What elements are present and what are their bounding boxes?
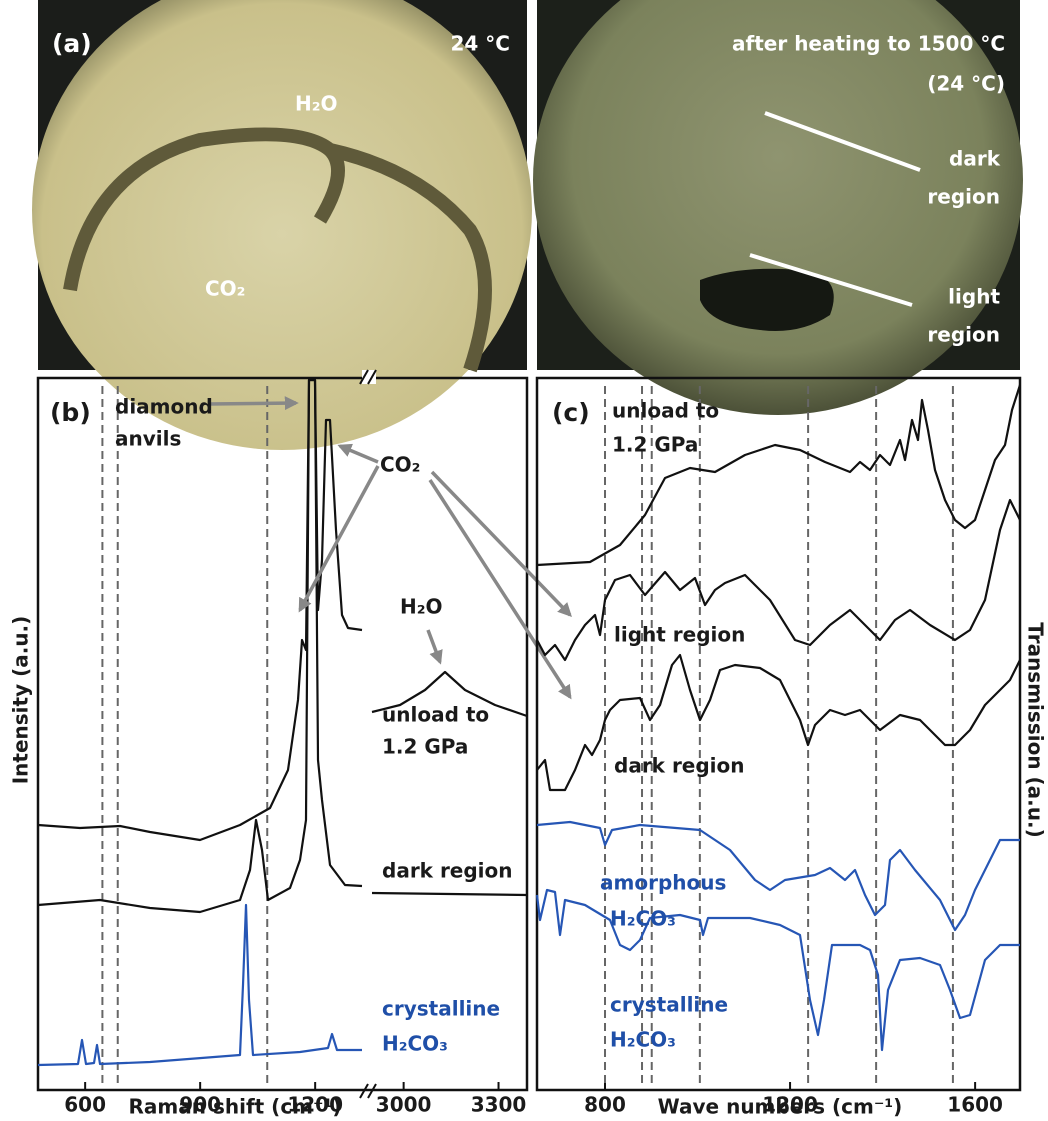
annotation: amorphous [600, 871, 726, 895]
spectrum [536, 653, 1021, 792]
x-tick-label: 1600 [947, 1093, 1003, 1117]
spectrum [536, 384, 1022, 567]
annotation: H₂CO₃ [610, 1028, 676, 1052]
frame [535, 376, 1022, 1092]
temperature: 24 °C [451, 32, 510, 56]
annotation: CO₂ [380, 453, 420, 477]
panel-c: 800 1200 1600 [584, 386, 1003, 1117]
arrow [207, 396, 299, 411]
annotation: H₂CO₃ [610, 907, 676, 931]
arrow [298, 465, 380, 613]
label: region [927, 323, 1000, 347]
label: region [927, 185, 1000, 209]
annotation: 1.2 GPa [612, 433, 698, 457]
y-axis-label: Transmission (a.u.) [1024, 622, 1048, 837]
annotation: crystalline [610, 993, 728, 1017]
annotation: crystalline [382, 997, 500, 1021]
caption: after heating to 1500 °C [732, 32, 1005, 56]
dark-spot [700, 268, 834, 331]
pointer [749, 253, 913, 307]
panel-label: (c) [552, 398, 590, 427]
annotation: anvils [115, 427, 181, 451]
annotation: dark region [614, 754, 745, 778]
annotation: H₂O [400, 595, 443, 619]
boundary [63, 127, 492, 373]
annotation: unload to [382, 703, 489, 727]
panel-label: (b) [50, 398, 91, 427]
arrow [430, 470, 572, 618]
spectrum [536, 820, 1020, 932]
frame [36, 376, 529, 1092]
annotation: H₂CO₃ [382, 1032, 448, 1056]
caption: (24 °C) [927, 72, 1005, 96]
y-axis-label: Intensity (a.u.) [9, 616, 33, 785]
spectrum [371, 891, 528, 897]
panel-b: 600 900 1200 3000 3300 [64, 386, 526, 1117]
x-axis-label: Raman shift (cm⁻¹) [129, 1095, 342, 1119]
spectrum [371, 670, 528, 718]
arrow [428, 479, 572, 700]
annotation: 1.2 GPa [382, 735, 468, 759]
x-tick-label: 3000 [376, 1093, 432, 1117]
label: CO₂ [205, 277, 245, 301]
spectrum [37, 903, 362, 1067]
sample-disc [533, 0, 1023, 415]
label: H₂O [295, 92, 338, 116]
annotation: diamond [115, 395, 213, 419]
panel-label: (a) [52, 29, 92, 58]
x-tick-label: 900 [179, 1093, 221, 1117]
annotation: light region [614, 623, 745, 647]
spectrum [536, 498, 1021, 662]
sample-disc [32, 0, 532, 450]
x-tick-label: 1200 [287, 1093, 343, 1117]
spectrum [37, 378, 363, 914]
pointer [764, 111, 921, 172]
label: light [948, 285, 1000, 309]
arrow [337, 443, 379, 464]
annotation: dark region [382, 859, 513, 883]
label: dark [949, 147, 1001, 171]
x-axis-label: Wave numbers (cm⁻¹) [658, 1095, 903, 1119]
x-tick-label: 800 [584, 1093, 626, 1117]
spectrum [535, 888, 1020, 1052]
x-tick-label: 600 [64, 1093, 106, 1117]
x-tick-label: 3300 [471, 1093, 527, 1117]
axis-break [359, 369, 377, 1099]
x-tick-label: 1200 [762, 1093, 818, 1117]
spectrum [37, 378, 363, 842]
arrow [426, 629, 443, 665]
annotation: unload to [612, 399, 719, 423]
